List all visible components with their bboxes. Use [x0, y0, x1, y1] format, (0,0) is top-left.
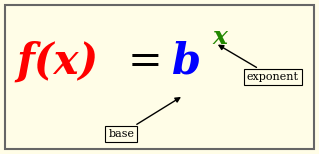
Text: x: x — [212, 25, 227, 49]
Text: f(x): f(x) — [16, 41, 98, 83]
Text: exponent: exponent — [219, 45, 299, 82]
Text: =: = — [128, 41, 162, 83]
Text: b: b — [172, 41, 201, 83]
Text: base: base — [108, 98, 180, 139]
